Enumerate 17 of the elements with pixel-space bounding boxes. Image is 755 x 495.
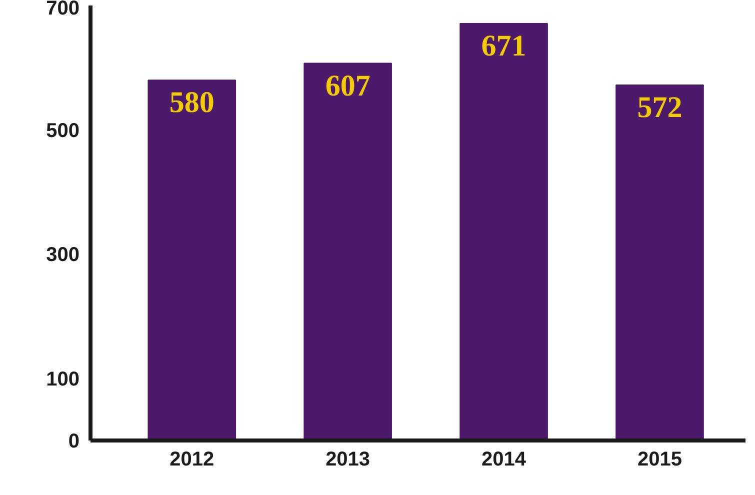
- bar: [460, 23, 548, 440]
- data-label: 607: [325, 69, 370, 102]
- bar: [148, 80, 236, 440]
- y-tick-label: 300: [46, 244, 80, 266]
- x-tick-label: 2015: [637, 448, 682, 470]
- x-tick-label: 2014: [482, 448, 527, 470]
- y-tick-label: 700: [46, 0, 80, 20]
- data-label: 572: [637, 91, 682, 124]
- y-tick-label: 500: [46, 120, 80, 142]
- bar: [616, 84, 704, 440]
- y-tick-label: 0: [68, 430, 80, 452]
- x-tick-label: 2013: [326, 448, 370, 470]
- x-tick-label: 2012: [170, 448, 214, 470]
- y-tick-label: 100: [46, 368, 80, 390]
- bar: [304, 62, 392, 440]
- data-label: 671: [481, 30, 526, 63]
- data-label: 580: [169, 86, 214, 120]
